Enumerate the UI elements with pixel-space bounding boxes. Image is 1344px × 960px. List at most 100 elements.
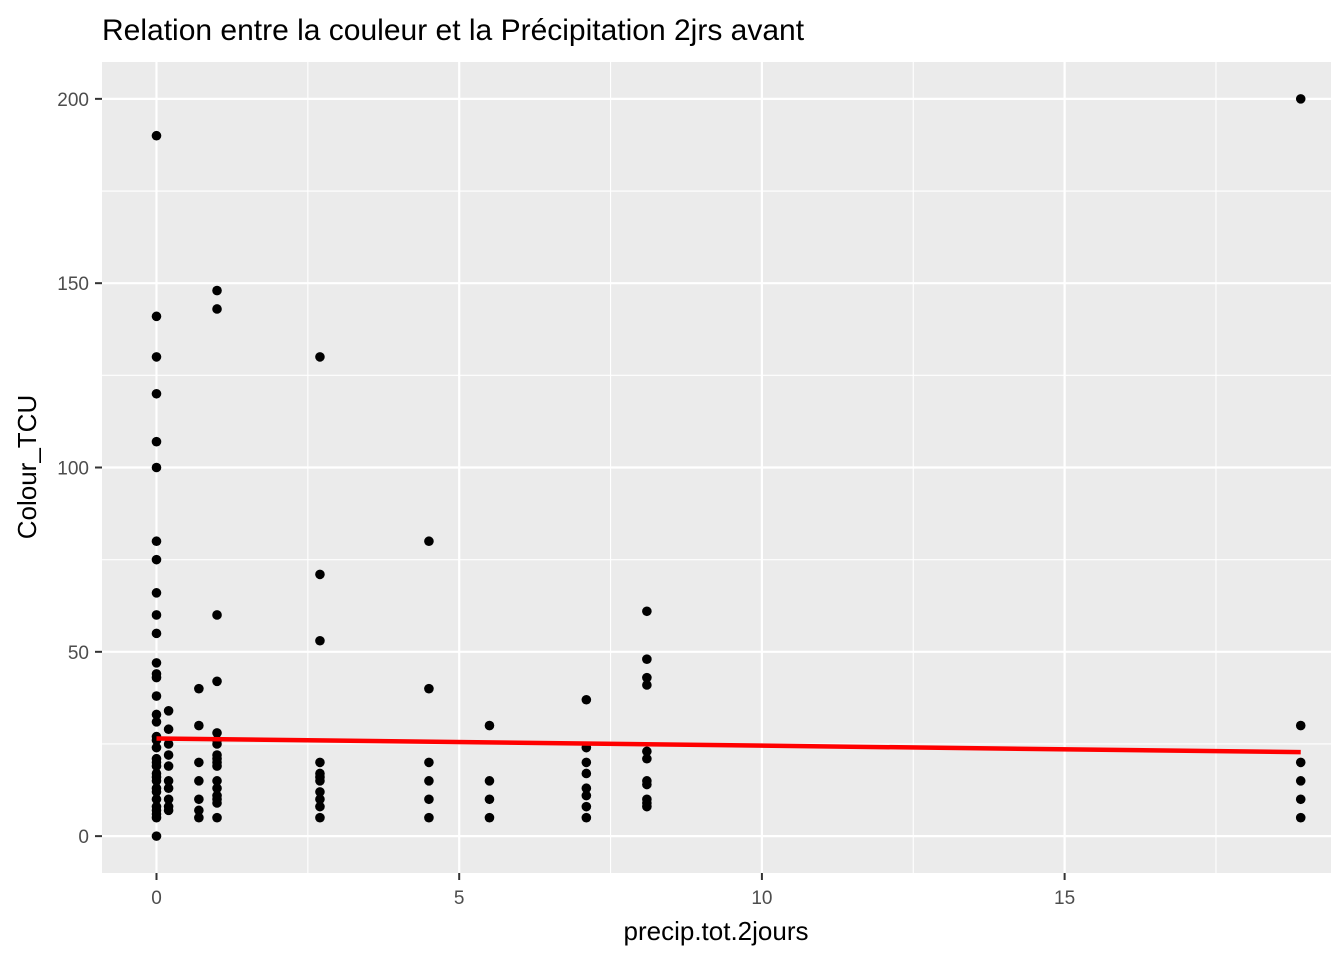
- data-point: [151, 311, 162, 322]
- x-tick-label: 5: [454, 888, 465, 909]
- data-point: [1295, 94, 1306, 104]
- data-point: [151, 787, 162, 797]
- data-point: [424, 536, 434, 547]
- data-point: [194, 805, 204, 816]
- y-tick-label: 150: [57, 274, 89, 295]
- data-point: [163, 794, 174, 805]
- y-axis: 0 50 100 150 200: [57, 90, 102, 848]
- x-tick-label: 0: [151, 888, 162, 909]
- data-point: [315, 635, 325, 646]
- data-point: [642, 746, 652, 757]
- points-layer: [151, 94, 1306, 841]
- data-point: [642, 606, 652, 617]
- data-point: [212, 285, 222, 296]
- data-point: [151, 776, 162, 786]
- x-tick-label: 10: [751, 888, 772, 909]
- data-point: [424, 776, 434, 786]
- data-point: [151, 831, 162, 841]
- data-point: [194, 812, 204, 823]
- x-tick-label: 15: [1054, 888, 1075, 909]
- data-point: [151, 672, 162, 683]
- data-point: [151, 709, 162, 720]
- data-point: [642, 672, 652, 683]
- data-point: [163, 776, 174, 786]
- data-point: [151, 536, 162, 547]
- data-point: [151, 812, 162, 823]
- data-point: [151, 628, 162, 639]
- data-point: [315, 776, 325, 786]
- data-point: [581, 812, 592, 823]
- data-point: [424, 794, 434, 805]
- data-point: [151, 130, 162, 141]
- data-point: [151, 742, 162, 753]
- data-point: [581, 694, 592, 705]
- data-point: [194, 757, 204, 768]
- data-point: [484, 776, 495, 786]
- data-point: [163, 783, 174, 794]
- data-point: [151, 388, 162, 399]
- y-tick-label: 50: [68, 643, 89, 664]
- data-point: [315, 812, 325, 823]
- data-point: [484, 812, 495, 823]
- data-point: [315, 569, 325, 580]
- trend-line: [156, 736, 1301, 755]
- data-point: [315, 801, 325, 812]
- data-point: [315, 352, 325, 362]
- data-point: [151, 794, 162, 805]
- data-point: [642, 779, 652, 790]
- data-point: [642, 680, 652, 690]
- data-point: [151, 352, 162, 362]
- y-axis-title: Colour_TCU: [12, 395, 42, 540]
- data-point: [424, 812, 434, 823]
- data-point: [212, 728, 222, 738]
- data-point: [194, 683, 204, 694]
- x-axis: 0 5 10 15: [151, 873, 1075, 909]
- data-point: [151, 691, 162, 701]
- y-tick-label: 100: [57, 459, 89, 480]
- data-point: [212, 676, 222, 687]
- data-point: [642, 654, 652, 664]
- data-point: [1295, 720, 1306, 731]
- data-point: [163, 706, 174, 716]
- y-tick-label: 0: [78, 827, 89, 848]
- data-point: [163, 750, 174, 760]
- data-point: [194, 776, 204, 786]
- data-point: [163, 724, 174, 735]
- data-point: [1295, 776, 1306, 786]
- data-point: [581, 783, 592, 794]
- data-point: [212, 798, 222, 808]
- data-point: [315, 794, 325, 805]
- data-point: [151, 554, 162, 565]
- data-point: [484, 720, 495, 731]
- data-point: [315, 757, 325, 768]
- data-point: [151, 462, 162, 473]
- data-point: [581, 768, 592, 779]
- y-tick-label: 200: [57, 90, 89, 111]
- data-point: [424, 683, 434, 694]
- data-point: [151, 717, 162, 727]
- trend-layer: [156, 736, 1301, 755]
- data-point: [194, 794, 204, 805]
- data-point: [194, 720, 204, 731]
- data-point: [424, 757, 434, 768]
- data-point: [151, 436, 162, 447]
- data-point: [163, 805, 174, 816]
- data-point: [1295, 757, 1306, 768]
- data-point: [315, 787, 325, 797]
- data-point: [484, 794, 495, 805]
- x-axis-title: precip.tot.2jours: [624, 916, 809, 946]
- data-point: [1295, 794, 1306, 805]
- major-gridlines: [102, 62, 1331, 873]
- data-point: [1295, 812, 1306, 823]
- data-point: [151, 610, 162, 620]
- data-point: [212, 739, 222, 749]
- data-point: [581, 790, 592, 801]
- data-point: [163, 739, 174, 749]
- data-point: [212, 304, 222, 314]
- data-point: [151, 588, 162, 598]
- data-point: [212, 783, 222, 794]
- data-point: [212, 761, 222, 771]
- data-point: [212, 776, 222, 786]
- data-point: [642, 801, 652, 812]
